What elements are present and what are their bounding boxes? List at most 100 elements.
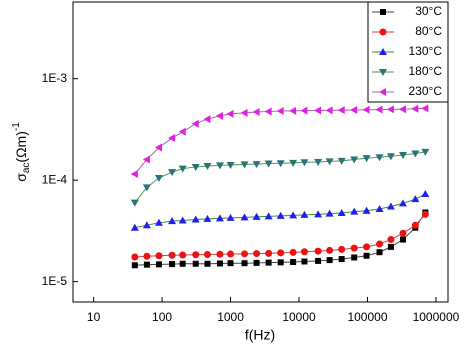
- marker: [264, 160, 273, 168]
- marker: [290, 259, 297, 266]
- marker: [314, 247, 322, 255]
- marker: [362, 155, 371, 163]
- y-tick-label: 1E-5: [42, 274, 68, 288]
- x-tick-label: 1000000: [413, 310, 460, 324]
- x-tick-label: 10000: [282, 310, 316, 324]
- marker: [386, 153, 395, 161]
- marker: [179, 260, 186, 267]
- marker: [421, 190, 430, 198]
- marker: [253, 250, 261, 258]
- marker: [411, 221, 419, 229]
- marker: [240, 213, 249, 221]
- marker: [264, 107, 272, 116]
- legend-label: 30°C: [415, 4, 442, 18]
- marker: [227, 250, 235, 258]
- legend-marker: [379, 48, 387, 55]
- legend-label: 80°C: [415, 24, 442, 38]
- marker: [350, 156, 359, 164]
- marker: [178, 216, 187, 224]
- y-label-unit: (Ωm): [13, 131, 29, 162]
- marker: [300, 159, 309, 167]
- marker: [375, 204, 384, 212]
- marker: [314, 210, 323, 218]
- marker: [252, 212, 261, 220]
- marker: [168, 169, 177, 177]
- marker: [411, 195, 420, 203]
- marker: [411, 104, 419, 113]
- marker: [216, 260, 223, 267]
- marker: [300, 106, 308, 115]
- marker: [192, 260, 199, 267]
- marker: [325, 106, 333, 115]
- marker: [264, 212, 273, 220]
- marker: [143, 252, 151, 260]
- marker: [154, 143, 162, 152]
- marker: [326, 246, 334, 254]
- x-tick-label: 100: [152, 310, 172, 324]
- marker: [241, 250, 249, 258]
- marker: [265, 259, 272, 266]
- marker: [252, 107, 260, 116]
- marker: [375, 154, 384, 162]
- marker: [240, 108, 248, 117]
- marker: [178, 127, 186, 136]
- marker: [143, 261, 150, 268]
- y-label-sup: -1: [11, 122, 22, 131]
- series-line: [134, 151, 426, 203]
- legend-label: 130°C: [409, 44, 443, 58]
- marker: [204, 260, 211, 267]
- marker: [387, 236, 395, 244]
- marker: [130, 223, 139, 231]
- plot-frame: [72, 1, 449, 303]
- marker: [142, 155, 150, 164]
- marker: [337, 208, 346, 216]
- marker: [325, 158, 334, 166]
- marker: [300, 248, 308, 256]
- marker: [277, 249, 285, 257]
- marker: [155, 252, 163, 260]
- marker: [301, 258, 308, 265]
- marker: [314, 159, 323, 167]
- y-label-main: σ: [13, 173, 29, 182]
- marker: [191, 119, 199, 128]
- marker: [338, 256, 345, 263]
- marker: [386, 202, 395, 210]
- marker: [276, 160, 285, 168]
- legend-marker: [380, 9, 386, 15]
- marker: [411, 150, 420, 158]
- marker: [226, 213, 235, 221]
- marker: [227, 260, 234, 267]
- legend-marker: [379, 88, 386, 96]
- marker: [203, 251, 211, 259]
- y-axis-label: σac(Ωm)-1: [11, 122, 32, 182]
- marker: [169, 261, 176, 268]
- legend-marker: [379, 28, 387, 36]
- marker: [168, 251, 176, 259]
- marker: [399, 229, 407, 237]
- marker: [376, 240, 384, 248]
- marker: [179, 251, 187, 259]
- marker: [130, 199, 139, 207]
- marker: [203, 162, 212, 170]
- marker: [215, 162, 224, 170]
- marker: [421, 104, 429, 113]
- marker: [130, 170, 138, 179]
- marker: [338, 245, 346, 253]
- marker: [276, 211, 285, 219]
- marker: [398, 152, 407, 160]
- marker: [289, 211, 298, 219]
- marker: [215, 111, 223, 120]
- marker: [325, 209, 334, 217]
- marker: [375, 105, 383, 114]
- marker: [421, 210, 429, 218]
- marker: [191, 163, 200, 171]
- marker: [142, 221, 151, 229]
- marker: [289, 248, 297, 256]
- marker: [362, 105, 370, 114]
- marker: [241, 260, 248, 267]
- legend-label: 180°C: [409, 64, 443, 78]
- marker: [226, 109, 234, 118]
- marker: [155, 261, 162, 268]
- marker: [154, 218, 163, 226]
- marker: [252, 161, 261, 169]
